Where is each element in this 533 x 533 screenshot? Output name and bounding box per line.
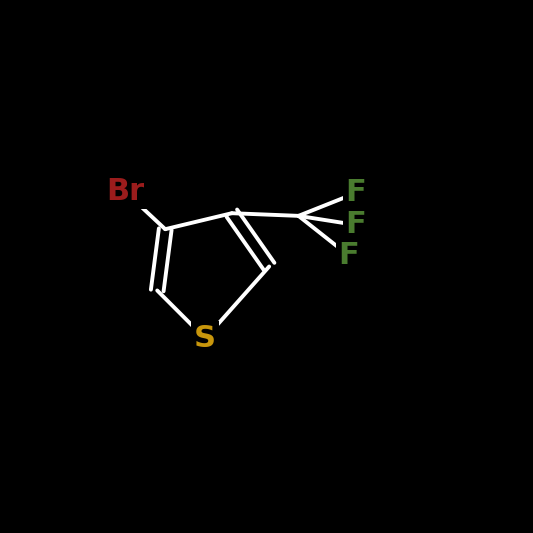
Text: S: S: [194, 324, 216, 353]
Text: S: S: [194, 324, 216, 353]
Text: F: F: [346, 179, 366, 207]
Text: Br: Br: [106, 177, 144, 206]
Text: F: F: [346, 211, 366, 239]
Text: F: F: [346, 179, 366, 207]
Text: F: F: [346, 211, 366, 239]
Text: F: F: [339, 241, 359, 270]
Text: F: F: [339, 241, 359, 270]
Text: Br: Br: [106, 177, 144, 206]
